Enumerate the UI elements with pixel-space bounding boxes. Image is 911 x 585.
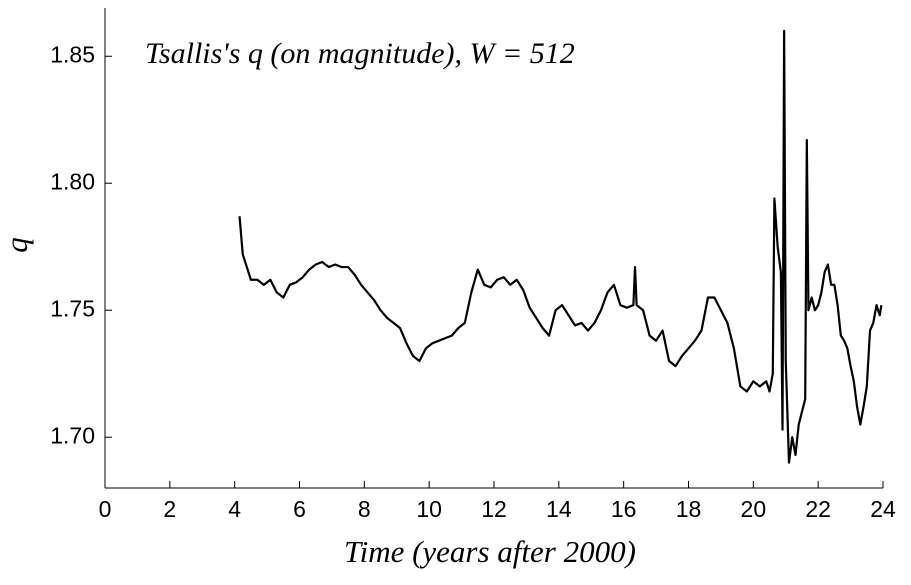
y-tick-label: 1.80 (50, 168, 95, 194)
x-tick-label: 12 (481, 496, 507, 522)
x-tick-label: 4 (228, 496, 241, 522)
x-tick-label: 18 (676, 496, 702, 522)
x-tick-label: 6 (293, 496, 306, 522)
x-tick-label: 2 (163, 496, 176, 522)
data-line (238, 29, 883, 464)
x-tick-label: 14 (546, 496, 572, 522)
x-tick-label: 16 (611, 496, 637, 522)
x-tick-label: 22 (805, 496, 831, 522)
y-tick-label: 1.85 (50, 41, 95, 67)
y-tick-label: 1.75 (50, 295, 95, 321)
chart-title: Tsallis's q (on magnitude), W = 512 (145, 37, 575, 70)
y-axis-label: q (0, 237, 34, 253)
x-tick-label: 0 (99, 496, 112, 522)
x-tick-label: 24 (870, 496, 896, 522)
x-tick-label: 8 (358, 496, 371, 522)
x-axis-label: Time (years after 2000) (344, 534, 636, 569)
x-tick-label: 10 (416, 496, 442, 522)
y-tick-label: 1.70 (50, 422, 95, 448)
x-tick-label: 20 (741, 496, 767, 522)
